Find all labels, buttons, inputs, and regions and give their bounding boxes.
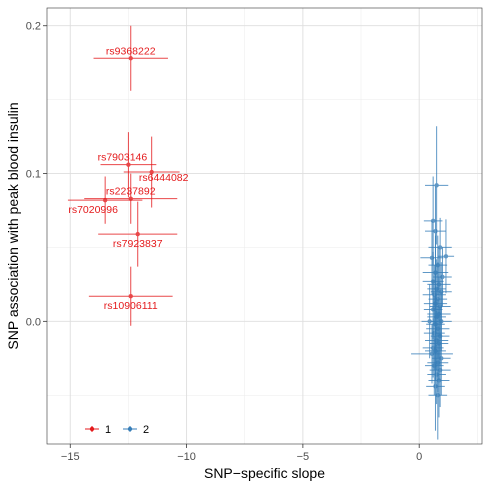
legend-label: 1 <box>105 424 111 436</box>
point-labels: rs9368222 rs7903146 rs6444082 rs2237892 rs70… <box>68 45 188 312</box>
data-point <box>128 56 133 61</box>
legend-key-point <box>127 426 133 432</box>
axes: −15 −10 −5 0 0.0 0.1 0.2 <box>26 21 423 463</box>
data-point-group <box>100 132 157 198</box>
data-point <box>102 197 108 203</box>
data-point <box>443 254 449 259</box>
y-tick-label: 0.1 <box>26 169 41 181</box>
data-point <box>433 384 438 389</box>
data-point-group <box>123 136 180 208</box>
data-point <box>135 231 140 237</box>
point-label: rs7903146 <box>98 152 148 164</box>
data-point-group <box>93 25 168 91</box>
y-axis-title: SNP association with peak blood insulin <box>5 102 21 349</box>
data-point-group <box>98 201 178 267</box>
legend-label: 2 <box>143 424 149 436</box>
data-point-group <box>88 266 173 326</box>
series-layer <box>67 25 455 440</box>
grid <box>47 8 482 444</box>
data-point <box>126 162 131 167</box>
data-point <box>435 393 441 398</box>
data-point-group <box>437 219 455 294</box>
point-label: rs7020996 <box>68 204 118 216</box>
data-point <box>149 169 154 175</box>
data-point <box>427 319 432 324</box>
data-point <box>433 228 438 234</box>
x-tick-label: 0 <box>416 451 422 463</box>
legend-entry-2: 2 <box>123 424 149 436</box>
data-point-group <box>425 126 449 245</box>
panel-border <box>46 7 483 445</box>
point-label: rs2237892 <box>106 186 156 198</box>
y-tick-label: 0.0 <box>26 316 41 328</box>
data-point <box>434 183 439 188</box>
point-label: rs10906111 <box>104 300 158 312</box>
point-label: rs6444082 <box>139 172 189 184</box>
x-axis-title: SNP−specific slope <box>204 465 325 481</box>
data-point-group <box>428 350 448 440</box>
x-tick-label: −15 <box>61 451 80 463</box>
x-tick-label: −10 <box>177 451 196 463</box>
legend-key-point <box>89 426 95 432</box>
data-point-group <box>67 176 143 224</box>
point-label: rs9368222 <box>106 45 156 57</box>
legend-entry-1: 1 <box>85 424 111 436</box>
series-2 <box>411 126 455 440</box>
data-point <box>128 294 133 299</box>
series-1 <box>67 25 180 326</box>
y-tick-label: 0.2 <box>26 21 41 33</box>
data-point <box>429 351 435 357</box>
data-point-group <box>411 324 453 384</box>
x-tick-label: −5 <box>297 451 310 463</box>
point-label: rs7923837 <box>113 238 163 250</box>
data-point-group <box>426 342 445 431</box>
